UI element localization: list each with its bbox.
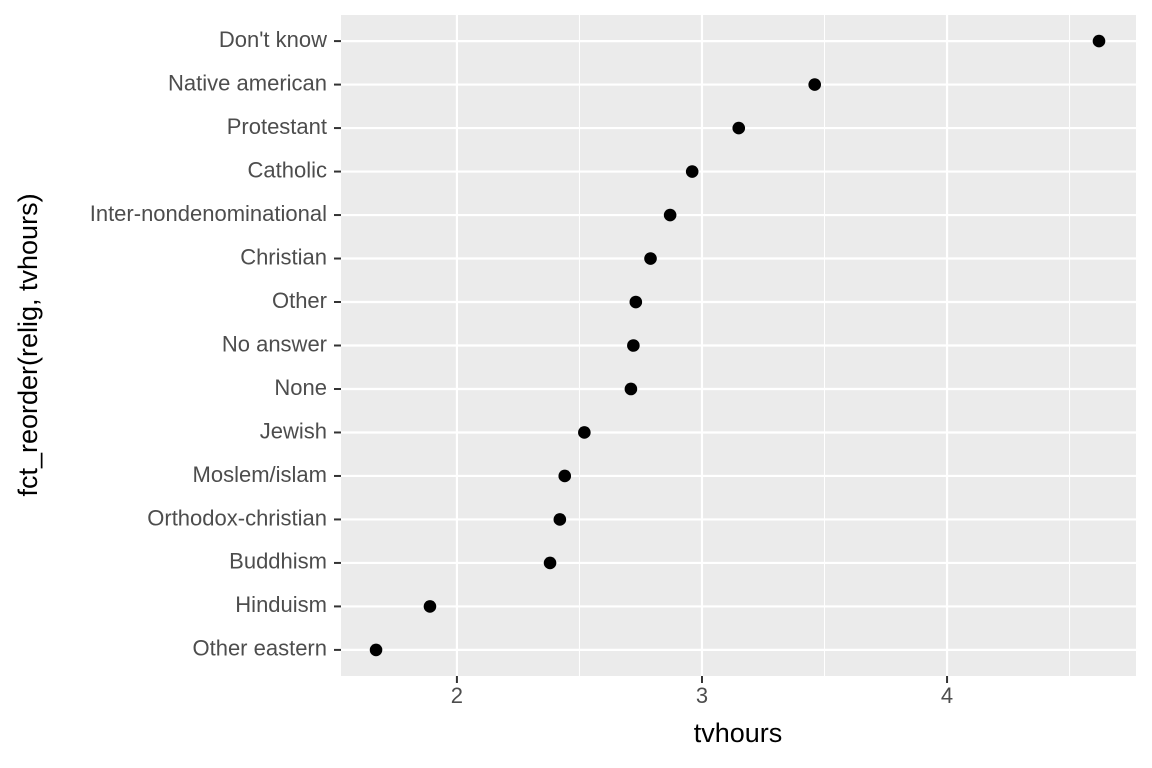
point: [685, 165, 699, 178]
y-tick-label: Other: [272, 288, 327, 313]
y-tick-label: Inter-nondenominational: [90, 201, 327, 226]
y-tick-label: Christian: [240, 244, 327, 269]
point: [578, 426, 591, 439]
y-tick-label: Buddhism: [229, 549, 327, 574]
point: [732, 121, 746, 135]
point: [369, 643, 383, 657]
point: [663, 208, 677, 222]
point: [558, 469, 572, 483]
point: [627, 339, 640, 352]
y-tick-label: Don't know: [219, 27, 327, 52]
x-axis-title: tvhours: [694, 718, 783, 748]
point: [553, 513, 567, 526]
y-tick-label: Protestant: [227, 114, 327, 139]
point: [423, 600, 437, 613]
point: [808, 78, 822, 91]
y-tick-label: Catholic: [248, 157, 327, 182]
x-tick-label: 3: [696, 683, 708, 708]
y-tick-label: Native american: [168, 70, 327, 95]
y-tick-label: Orthodox-christian: [147, 505, 327, 530]
x-tick-label: 2: [451, 683, 463, 708]
point: [543, 556, 557, 570]
point: [624, 382, 638, 396]
y-tick-label: Other eastern: [192, 636, 327, 661]
y-tick-label: Moslem/islam: [193, 462, 327, 487]
y-tick-label: No answer: [222, 331, 327, 356]
point: [644, 252, 657, 265]
point: [1092, 34, 1106, 48]
x-tick-label: 4: [941, 683, 953, 708]
point: [629, 295, 643, 309]
y-tick-label: Jewish: [260, 418, 327, 443]
y-tick-label: None: [274, 375, 327, 400]
y-tick-label: Hinduism: [235, 592, 327, 617]
y-axis-title: fct_reorder(relig, tvhours): [13, 193, 43, 496]
